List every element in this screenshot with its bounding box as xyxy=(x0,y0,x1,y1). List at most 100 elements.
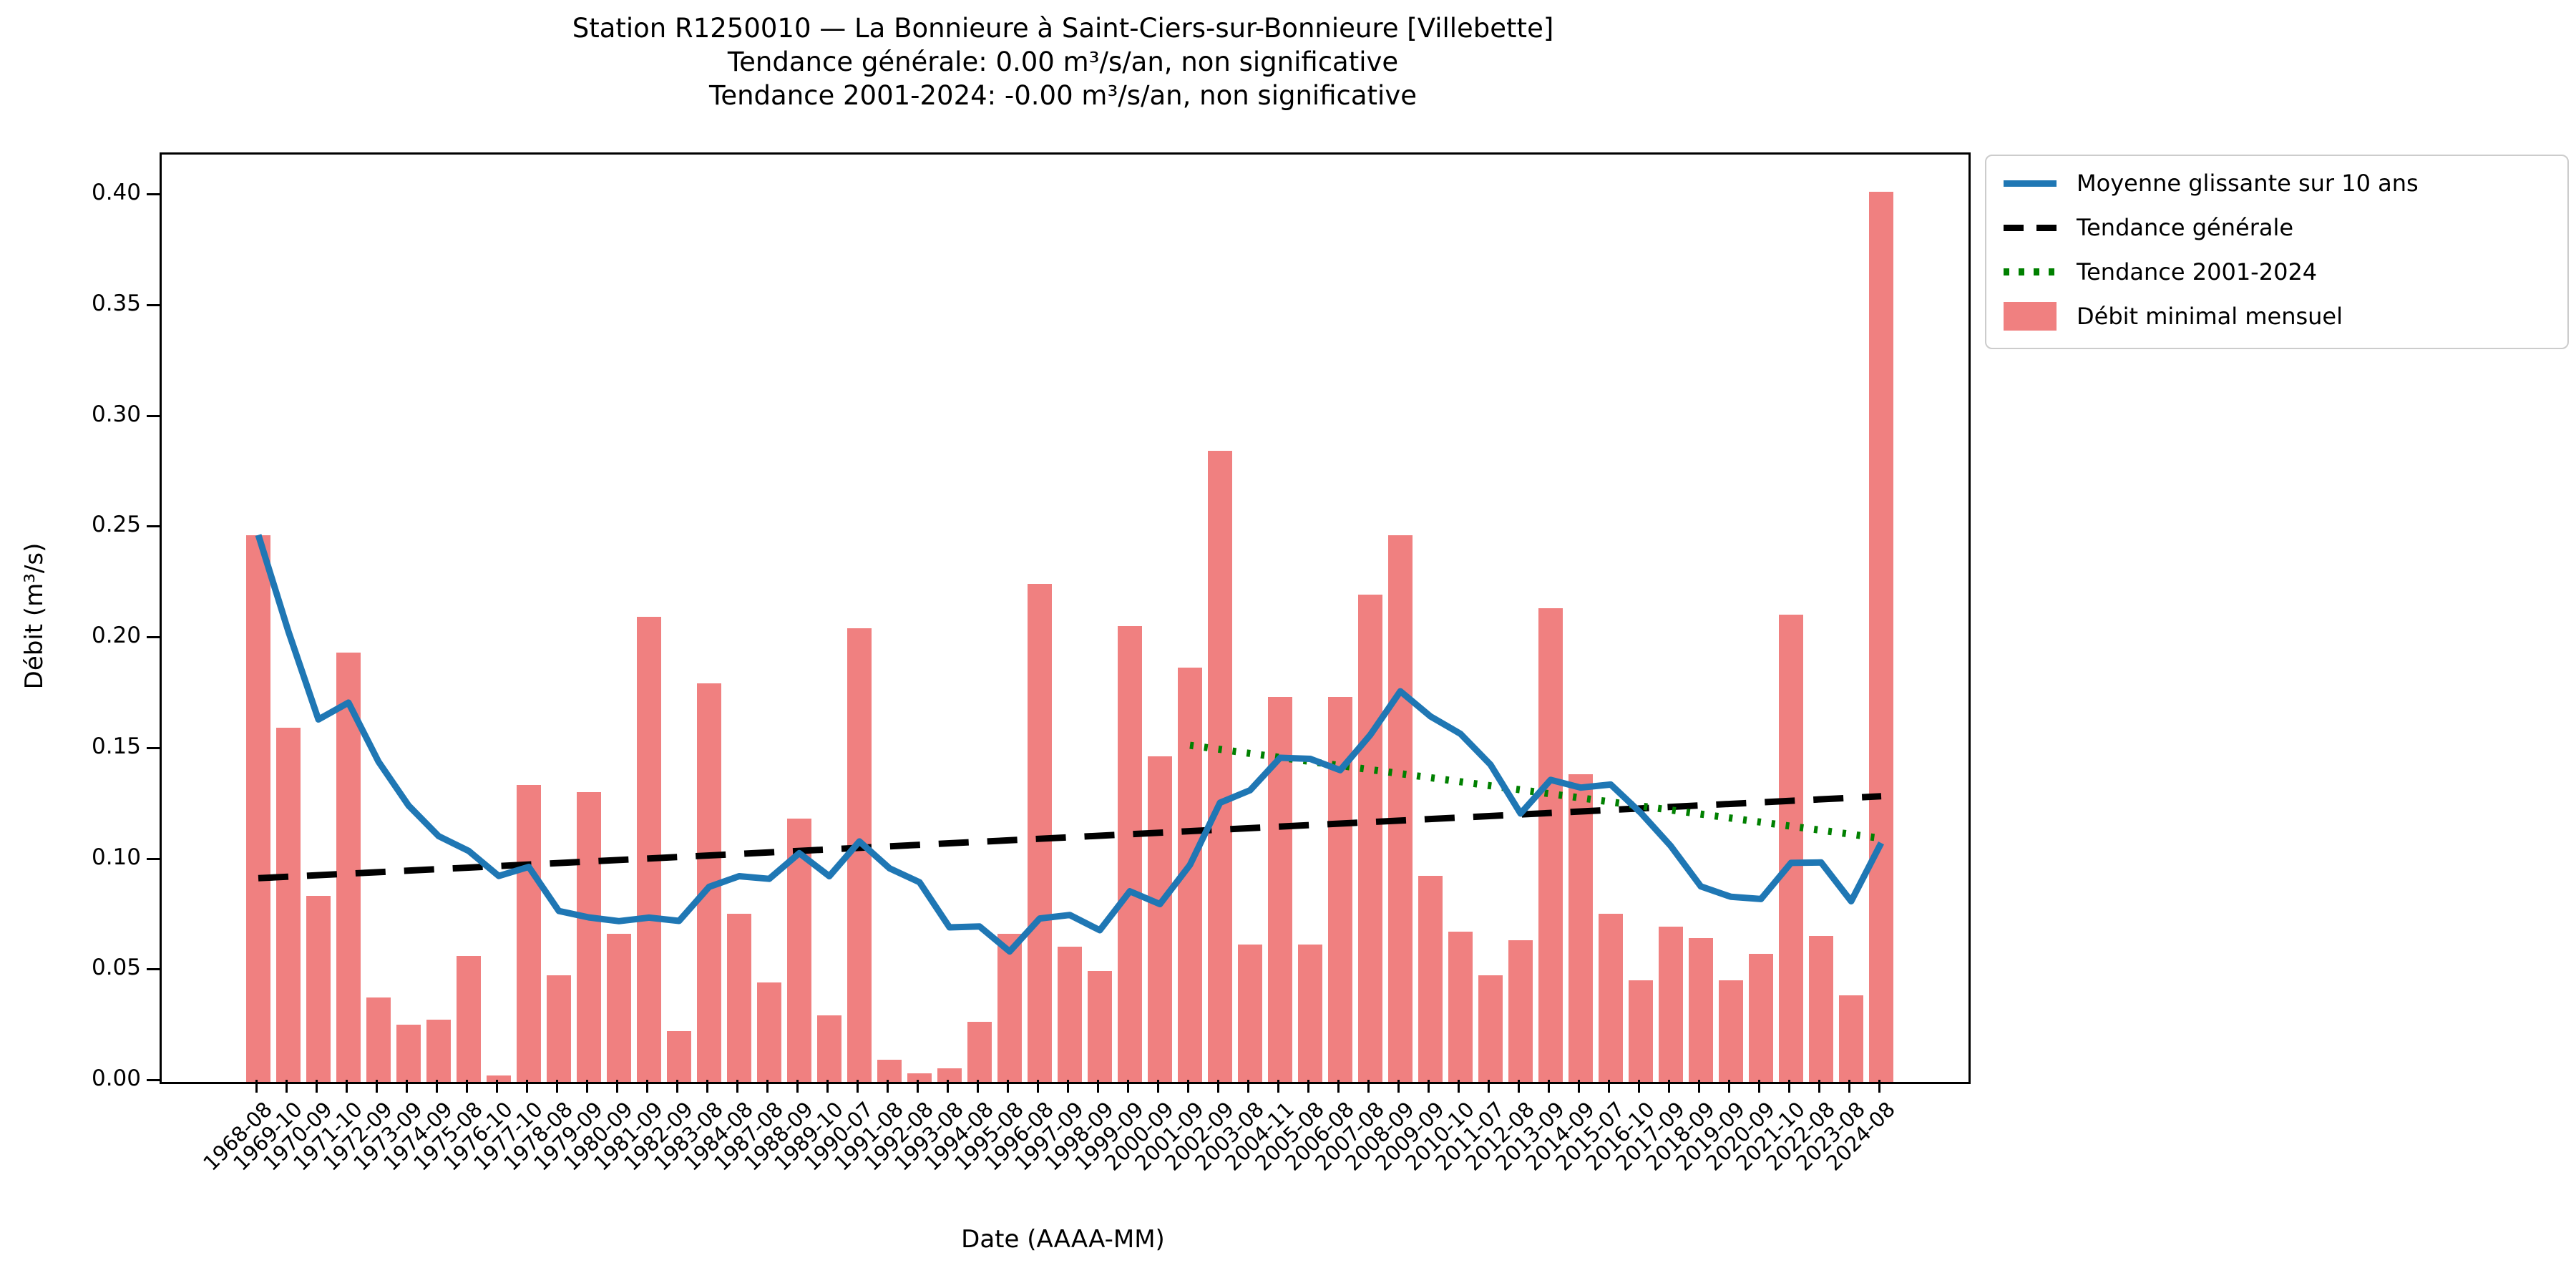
x-tick-mark xyxy=(1758,1080,1760,1093)
bar xyxy=(1478,975,1503,1082)
x-tick-mark xyxy=(1488,1080,1490,1093)
x-tick-mark xyxy=(1668,1080,1670,1093)
x-tick-mark xyxy=(1728,1080,1730,1093)
y-tick-label: 0.00 xyxy=(91,1065,141,1091)
bar xyxy=(1629,980,1653,1082)
x-tick-mark xyxy=(1277,1080,1279,1093)
bar xyxy=(426,1020,451,1082)
x-tick-mark xyxy=(346,1080,348,1093)
x-tick-mark xyxy=(706,1080,708,1093)
y-tick-mark xyxy=(147,746,160,749)
y-axis-label: Débit (m³/s) xyxy=(20,542,49,690)
x-tick-mark xyxy=(736,1080,738,1093)
y-tick-label: 0.30 xyxy=(91,401,141,427)
x-tick-mark xyxy=(496,1080,498,1093)
bar xyxy=(1208,451,1232,1082)
bar xyxy=(907,1073,932,1082)
bar xyxy=(1538,608,1563,1082)
bar xyxy=(517,785,541,1082)
x-tick-mark xyxy=(526,1080,528,1093)
bar xyxy=(1568,774,1593,1082)
x-tick-mark xyxy=(887,1080,889,1093)
y-tick-label: 0.40 xyxy=(91,180,141,206)
x-tick-mark xyxy=(917,1080,919,1093)
x-tick-mark xyxy=(1878,1080,1880,1093)
bar xyxy=(817,1015,841,1082)
bar xyxy=(1779,615,1803,1082)
bar xyxy=(1358,595,1382,1082)
x-tick-mark xyxy=(466,1080,468,1093)
bar xyxy=(1719,980,1743,1082)
bar xyxy=(997,933,1022,1082)
x-tick-mark xyxy=(1307,1080,1309,1093)
x-tick-mark xyxy=(1157,1080,1159,1093)
bar xyxy=(1689,937,1713,1082)
bar xyxy=(1298,945,1322,1082)
x-tick-mark xyxy=(1608,1080,1610,1093)
x-tick-mark xyxy=(1848,1080,1850,1093)
bar xyxy=(967,1022,992,1082)
bar xyxy=(1058,947,1082,1082)
x-tick-mark xyxy=(286,1080,288,1093)
bar xyxy=(1508,940,1533,1082)
y-tick-label: 0.05 xyxy=(91,955,141,981)
bar xyxy=(1749,953,1773,1082)
x-tick-mark xyxy=(1247,1080,1249,1093)
y-tick-label: 0.35 xyxy=(91,290,141,316)
bar xyxy=(1809,935,1833,1082)
x-tick-mark xyxy=(1788,1080,1790,1093)
bar xyxy=(1659,927,1683,1082)
y-tick-mark xyxy=(147,1079,160,1081)
bar xyxy=(547,975,571,1082)
x-tick-mark xyxy=(1007,1080,1009,1093)
bar xyxy=(937,1068,962,1082)
bar xyxy=(727,913,751,1082)
bar xyxy=(1148,756,1172,1082)
legend-item-label: Débit minimal mensuel xyxy=(2077,303,2343,330)
bar xyxy=(877,1060,902,1082)
y-tick-label: 0.10 xyxy=(91,844,141,870)
bar xyxy=(1238,945,1262,1082)
x-tick-mark xyxy=(1397,1080,1400,1093)
x-tick-mark xyxy=(676,1080,678,1093)
x-tick-mark xyxy=(826,1080,829,1093)
y-tick-label: 0.15 xyxy=(91,733,141,759)
x-tick-mark xyxy=(255,1080,258,1093)
y-tick-mark xyxy=(147,968,160,971)
y-tick-mark xyxy=(147,303,160,306)
bar xyxy=(1599,913,1623,1082)
bar xyxy=(457,955,481,1082)
x-tick-mark xyxy=(1097,1080,1099,1093)
x-tick-mark xyxy=(1067,1080,1069,1093)
bar xyxy=(1839,995,1863,1082)
x-tick-mark xyxy=(947,1080,949,1093)
x-tick-mark xyxy=(766,1080,769,1093)
bar xyxy=(1388,535,1413,1082)
x-tick-mark xyxy=(1428,1080,1430,1093)
legend-dash-swatch xyxy=(2004,224,2057,231)
x-tick-mark xyxy=(556,1080,558,1093)
x-tick-mark xyxy=(1367,1080,1370,1093)
x-tick-mark xyxy=(796,1080,799,1093)
bar xyxy=(276,727,301,1082)
bar xyxy=(366,997,391,1082)
x-tick-mark xyxy=(1818,1080,1820,1093)
legend-item-label: Tendance 2001-2024 xyxy=(2077,258,2318,286)
bar xyxy=(396,1024,421,1082)
bar xyxy=(246,535,270,1082)
bar xyxy=(607,933,631,1082)
x-tick-mark xyxy=(1458,1080,1460,1093)
x-tick-mark xyxy=(646,1080,648,1093)
legend-dot-swatch xyxy=(2004,268,2057,275)
plot-area xyxy=(160,152,1971,1084)
legend-item-label: Moyenne glissante sur 10 ans xyxy=(2077,170,2419,197)
lines-layer xyxy=(255,534,1884,955)
legend: Moyenne glissante sur 10 ans Tendance gén… xyxy=(1985,155,2569,349)
x-tick-mark xyxy=(1548,1080,1550,1093)
y-tick-label: 0.25 xyxy=(91,512,141,538)
y-tick-mark xyxy=(147,525,160,528)
y-tick-mark xyxy=(147,193,160,196)
x-tick-mark xyxy=(406,1080,408,1093)
x-tick-mark xyxy=(616,1080,618,1093)
